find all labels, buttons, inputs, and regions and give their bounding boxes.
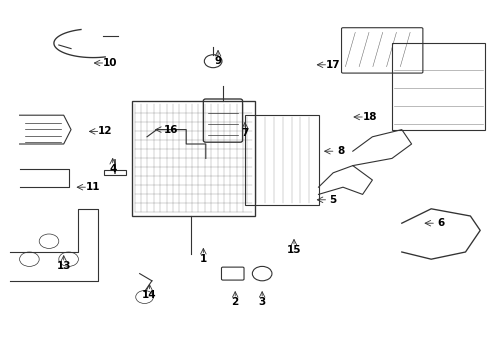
Text: 3: 3 — [259, 297, 266, 307]
Text: 13: 13 — [56, 261, 71, 271]
Text: 15: 15 — [287, 245, 301, 255]
Text: 7: 7 — [241, 128, 249, 138]
Text: 6: 6 — [438, 218, 444, 228]
Text: 11: 11 — [86, 182, 100, 192]
Text: 17: 17 — [326, 60, 341, 70]
Text: 8: 8 — [337, 146, 344, 156]
Text: 12: 12 — [98, 126, 113, 136]
Text: 14: 14 — [142, 290, 157, 300]
Text: 10: 10 — [103, 58, 118, 68]
Text: 16: 16 — [164, 125, 179, 135]
Text: 5: 5 — [330, 195, 337, 205]
Text: 9: 9 — [215, 56, 221, 66]
Text: 2: 2 — [232, 297, 239, 307]
Text: 4: 4 — [109, 164, 117, 174]
Text: 1: 1 — [200, 254, 207, 264]
Text: 18: 18 — [363, 112, 377, 122]
